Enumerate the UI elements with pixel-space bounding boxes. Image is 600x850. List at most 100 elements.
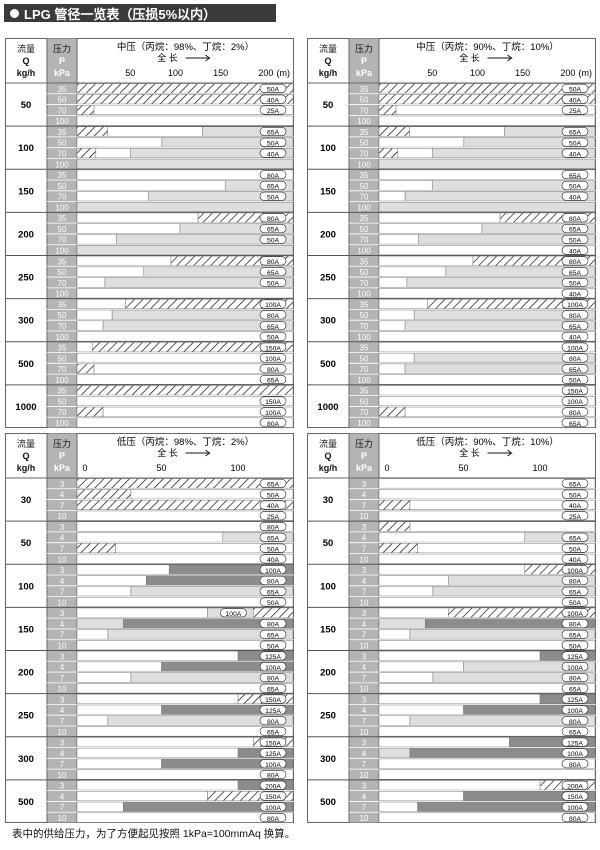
pressure-value: 10 xyxy=(360,512,369,521)
pipe-size-label: 100A xyxy=(567,568,583,575)
bar-segment xyxy=(76,553,294,564)
pressure-value: 10 xyxy=(360,728,369,737)
bar-segment xyxy=(378,115,596,126)
pressure-value: 4 xyxy=(60,491,65,500)
pressure-value: 50 xyxy=(58,268,67,277)
bar-segment xyxy=(378,406,406,417)
bar-segment xyxy=(76,596,294,608)
pressure-value: 7 xyxy=(362,803,367,812)
bar-segment xyxy=(406,277,596,288)
bar-segment xyxy=(378,212,501,223)
pipe-size-label: 65A xyxy=(569,535,582,542)
bar-segment xyxy=(161,137,294,148)
pipe-size-label: 80A xyxy=(267,173,280,180)
bar-segment xyxy=(76,726,294,737)
bar-segment xyxy=(378,683,596,694)
bar-segment xyxy=(76,320,104,331)
pipe-size-label: 50A xyxy=(569,140,582,147)
pipe-size-badge xyxy=(259,705,287,715)
bar-segment xyxy=(95,148,131,159)
bar-segment xyxy=(76,532,224,543)
pipe-size-badge xyxy=(561,683,589,693)
bar-segment xyxy=(76,223,181,234)
pipe-size-badge xyxy=(561,234,589,244)
bar-segment xyxy=(378,191,406,202)
pipe-size-badge xyxy=(259,813,287,823)
pipe-size-label: 150A xyxy=(265,740,281,747)
bar-segment xyxy=(161,704,294,715)
header-flow-unit: kg/h xyxy=(319,463,338,473)
bar-segment xyxy=(76,374,294,385)
bar-segment xyxy=(76,148,97,159)
pipe-size-badge xyxy=(561,213,589,223)
pipe-size-label: 80A xyxy=(569,216,582,223)
x-tick-label: 100 xyxy=(533,463,548,473)
bar-segment xyxy=(148,191,294,202)
pressure-value: 70 xyxy=(58,236,67,245)
bar-segment xyxy=(409,521,596,532)
bar-segment xyxy=(378,596,596,608)
bullet-icon xyxy=(10,8,19,18)
flow-value: 500 xyxy=(320,797,336,808)
bar-segment xyxy=(76,693,239,705)
bar-segment xyxy=(76,83,294,94)
flow-value: 250 xyxy=(320,273,336,284)
bar-segment xyxy=(409,715,596,726)
pressure-value: 70 xyxy=(360,149,369,158)
pipe-size-badge xyxy=(561,137,589,147)
pipe-size-label: 100A xyxy=(567,399,583,406)
pipe-size-label: 80A xyxy=(569,579,582,586)
bar-segment xyxy=(404,406,596,417)
bar-segment xyxy=(378,298,428,310)
pipe-size-badge xyxy=(259,148,287,158)
pressure-value: 3 xyxy=(362,480,367,489)
bar-segment xyxy=(378,747,411,758)
chart-title: 低压（丙烷：90%、丁烷：10%） xyxy=(416,436,559,448)
pressure-value: 4 xyxy=(362,534,367,543)
bar-segment xyxy=(179,223,294,234)
x-tick-label: 100 xyxy=(231,463,246,473)
pipe-size-label: 100A xyxy=(265,665,281,672)
chart-title: 中压（丙烷：98%、丁烷：2%） xyxy=(117,41,254,53)
pipe-size-label: 40A xyxy=(569,503,582,510)
pressure-value: 35 xyxy=(360,387,369,396)
pressure-value: 100 xyxy=(55,419,69,428)
pipe-size-label: 150A xyxy=(567,794,583,801)
pipe-size-badge xyxy=(561,83,589,93)
pipe-size-badge xyxy=(561,726,589,736)
pipe-size-badge xyxy=(259,629,287,639)
flow-value: 250 xyxy=(320,711,336,722)
pipe-size-label: 50A xyxy=(569,281,582,288)
pipe-size-badge xyxy=(561,780,589,790)
pipe-size-label: 40A xyxy=(267,97,280,104)
bar-segment xyxy=(130,672,294,683)
pipe-size-badge xyxy=(561,148,589,158)
pressure-value: 70 xyxy=(58,322,67,331)
pressure-value: 10 xyxy=(58,512,67,521)
header-pressure-label: 压力 xyxy=(355,438,373,449)
pipe-size-badge xyxy=(561,127,589,137)
flow-value: 200 xyxy=(18,229,34,240)
pipe-size-label: 125A xyxy=(265,708,281,715)
bar-segment xyxy=(378,478,596,489)
pressure-value: 10 xyxy=(58,598,67,607)
pressure-value: 70 xyxy=(360,322,369,331)
pressure-value: 3 xyxy=(362,782,367,791)
bar-segment xyxy=(143,266,294,277)
pressure-value: 4 xyxy=(362,663,367,672)
pipe-size-badge xyxy=(561,640,589,650)
pipe-size-label: 40A xyxy=(569,194,582,201)
bar-segment xyxy=(76,266,145,277)
pressure-value: 100 xyxy=(357,376,371,385)
pipe-size-label: 80A xyxy=(267,367,280,374)
header-pressure-label: 压力 xyxy=(53,438,71,449)
pipe-size-badge xyxy=(561,554,589,564)
bar-segment xyxy=(378,385,596,396)
bar-segment xyxy=(102,320,294,331)
pipe-size-label: 80A xyxy=(267,421,280,428)
bar-segment xyxy=(76,650,239,661)
pipe-size-badge xyxy=(259,310,287,320)
pipe-size-badge xyxy=(259,342,287,352)
